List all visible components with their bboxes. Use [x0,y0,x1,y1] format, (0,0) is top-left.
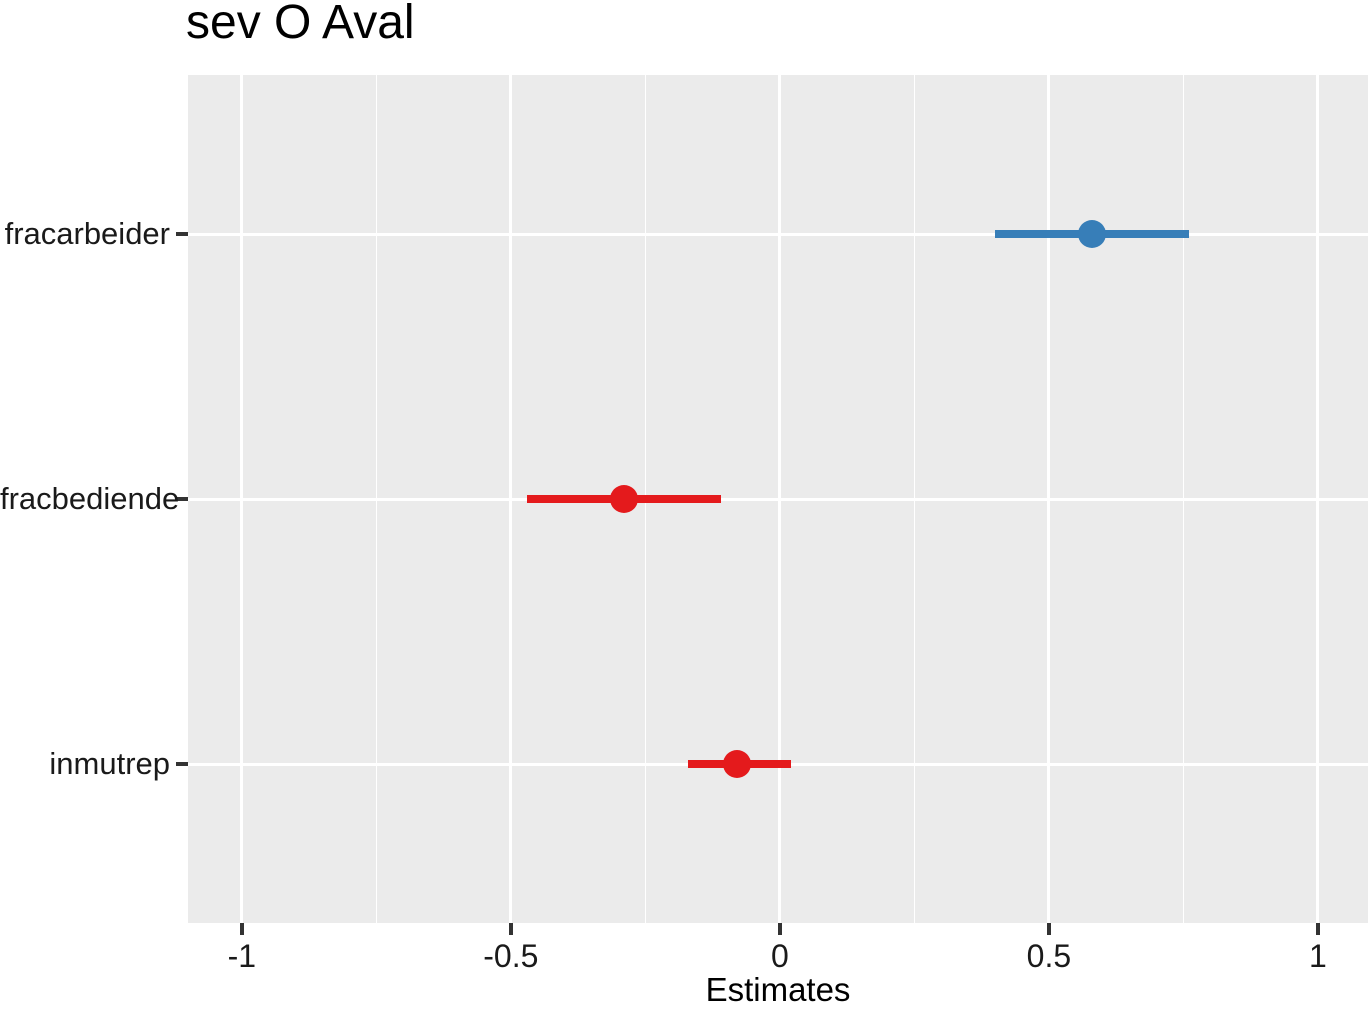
h-gridline-major [188,232,1368,236]
h-gridline-major [188,497,1368,501]
x-tick-mark [1046,923,1051,935]
x-tick-label: -1 [227,938,257,974]
x-tick-mark [1315,923,1320,935]
y-axis-category-label: inmutrep [49,746,170,781]
x-tick-mark [777,923,782,935]
y-axis-category-label: fracbediende [0,481,180,516]
plot-panel [188,75,1368,923]
y-axis-category-label: fracarbeider [4,216,170,251]
y-tick-mark [176,497,188,501]
y-tick-mark [176,232,188,236]
x-axis-title: Estimates [705,971,851,1008]
y-tick-mark [176,762,188,766]
estimate-point [609,485,638,513]
estimate-point [722,750,751,778]
estimate-point [1077,220,1106,248]
x-tick-mark [239,923,244,935]
x-tick-label: 1 [1309,938,1327,974]
x-tick-label: 0 [770,938,789,974]
x-tick-label: 0.5 [1026,938,1072,974]
x-tick-mark [508,923,513,935]
x-tick-label: -0.5 [483,938,539,974]
plot-title: sev O Aval [186,0,415,49]
